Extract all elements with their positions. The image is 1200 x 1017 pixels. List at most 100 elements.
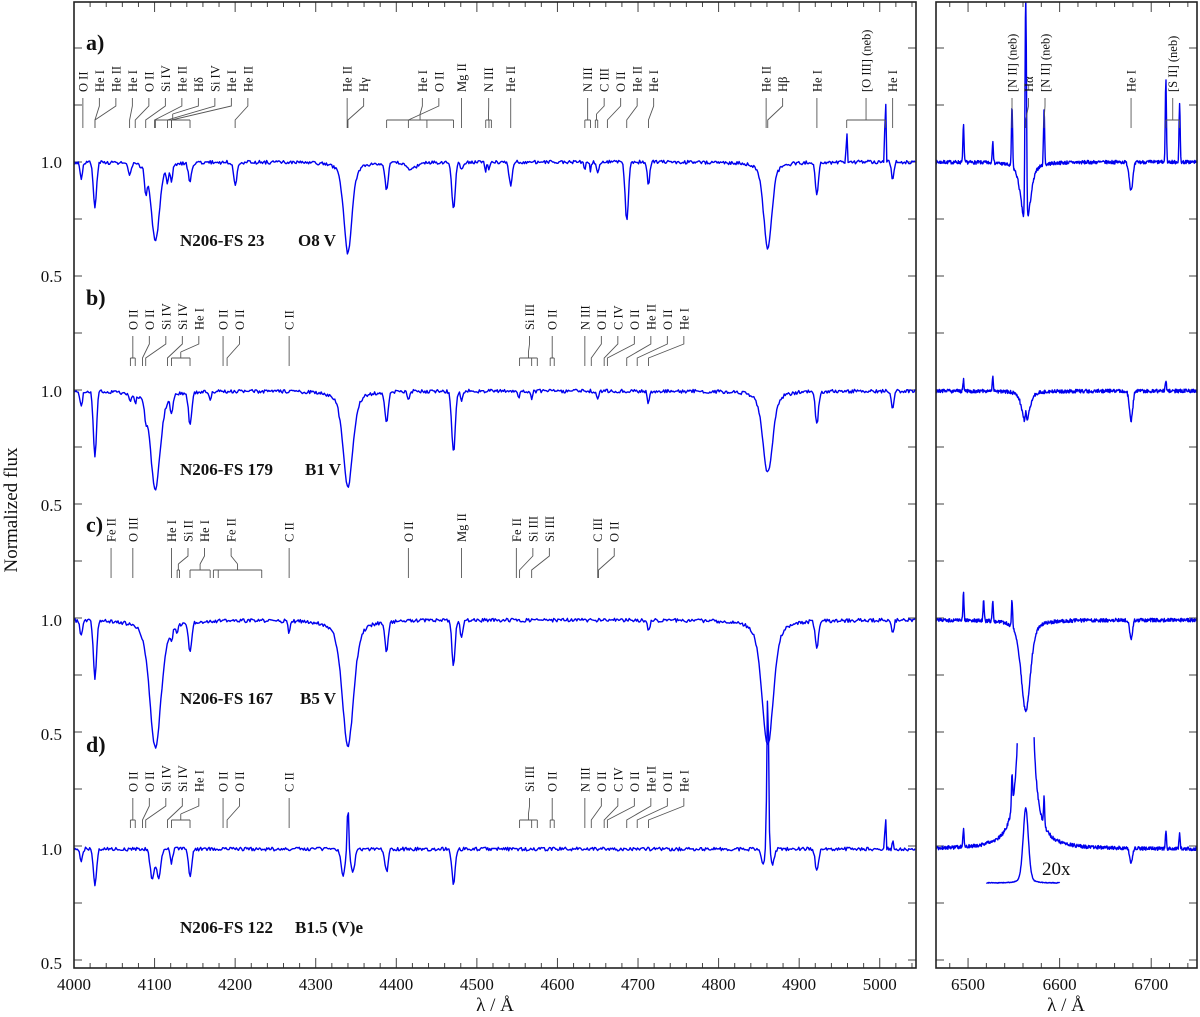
star-name: N206-FS 167 bbox=[180, 689, 274, 708]
line-id-label: O II bbox=[143, 772, 157, 792]
line-id-connector bbox=[648, 336, 685, 366]
line-id-label: [S II] (neb) bbox=[1166, 36, 1180, 92]
star-name: N206-FS 23 bbox=[180, 231, 265, 250]
line-id-connector bbox=[485, 98, 492, 128]
line-id-connector bbox=[171, 798, 200, 828]
line-id-label: He II bbox=[644, 766, 658, 792]
spectra-lines bbox=[74, 2, 1197, 887]
line-id-label: O II bbox=[661, 772, 675, 792]
line-id-label: O II bbox=[233, 310, 247, 330]
spectral-type: O8 V bbox=[298, 231, 337, 250]
line-id-connector bbox=[145, 336, 167, 366]
x-tick-label: 4900 bbox=[782, 975, 816, 994]
x-axis-label-red: λ / Å bbox=[1047, 995, 1085, 1016]
line-id-label: [N II] (neb) bbox=[1006, 34, 1020, 92]
line-id-label: He II bbox=[644, 304, 658, 330]
line-id-label: Si III bbox=[523, 304, 537, 330]
line-id-connector bbox=[129, 336, 136, 366]
line-id-label: Si IV bbox=[176, 765, 190, 792]
line-id-label: He II bbox=[631, 66, 645, 92]
line-id-connector bbox=[519, 548, 534, 578]
line-id-connector bbox=[386, 98, 454, 128]
spectrum-line bbox=[74, 700, 916, 887]
line-id-connector bbox=[407, 98, 440, 128]
line-id-label: O II bbox=[402, 522, 416, 542]
x-tick-label: 5000 bbox=[863, 975, 897, 994]
line-id-label: O II bbox=[143, 310, 157, 330]
line-id-label: He II bbox=[760, 66, 774, 92]
line-id-label: O II bbox=[546, 310, 560, 330]
line-id-label: O III bbox=[126, 517, 140, 542]
line-id-label: He I bbox=[677, 308, 691, 330]
line-id-connector bbox=[606, 336, 635, 366]
line-id-connector bbox=[626, 798, 652, 828]
line-id-label: [N II] (neb) bbox=[1039, 34, 1053, 92]
line-id-connector bbox=[167, 336, 183, 366]
line-id-connector bbox=[142, 798, 150, 828]
line-id-label: Si IV bbox=[176, 303, 190, 330]
x-tick-label: 4100 bbox=[138, 975, 172, 994]
line-id-connector bbox=[189, 548, 211, 578]
line-id-connector bbox=[606, 98, 622, 128]
y-tick-label: 1.0 bbox=[41, 382, 62, 401]
star-name: N206-FS 122 bbox=[180, 918, 273, 937]
y-tick-label: 1.0 bbox=[41, 840, 62, 859]
line-id-label: Mg II bbox=[455, 513, 469, 542]
line-id-label: Si III bbox=[543, 516, 557, 542]
line-id-label: O II bbox=[217, 310, 231, 330]
line-id-label: Fe II bbox=[510, 518, 524, 542]
y-axis-label: Normalized flux bbox=[1, 447, 22, 573]
panel-label: c) bbox=[86, 512, 103, 537]
line-id-connector bbox=[171, 336, 200, 366]
x-axis-label-blue: λ / Å bbox=[476, 995, 514, 1016]
line-id-label: He II bbox=[241, 66, 255, 92]
line-id-label: N III bbox=[581, 67, 595, 92]
line-id-label: Si IV bbox=[159, 765, 173, 792]
x-tick-label: 4400 bbox=[379, 975, 413, 994]
line-id-label: O II bbox=[628, 310, 642, 330]
y-tick-label: 0.5 bbox=[41, 267, 62, 286]
line-id-label: Mg II bbox=[455, 63, 469, 92]
line-id-connector bbox=[134, 98, 150, 128]
line-id-connector bbox=[584, 98, 591, 128]
line-id-label: C IV bbox=[611, 305, 625, 330]
line-id-label: O II bbox=[595, 310, 609, 330]
line-id-label: He I bbox=[165, 520, 179, 542]
line-id-label: Si IV bbox=[159, 65, 173, 92]
line-id-connector bbox=[626, 336, 652, 366]
line-id-label: He II bbox=[109, 66, 123, 92]
spectral-type: B1.5 (V)e bbox=[295, 918, 363, 937]
line-id-label: Fe II bbox=[105, 518, 119, 542]
spectrum-line bbox=[74, 617, 916, 749]
line-id-label: He I bbox=[126, 70, 140, 92]
line-id-connector bbox=[603, 336, 619, 366]
y-tick-label: 1.0 bbox=[41, 153, 62, 172]
line-id-connector bbox=[594, 98, 605, 128]
x-tick-label: 6500 bbox=[951, 975, 985, 994]
line-id-label: C II bbox=[283, 310, 297, 330]
line-id-label: O II bbox=[608, 522, 622, 542]
line-id-label: He I bbox=[93, 70, 107, 92]
line-id-connector bbox=[603, 798, 619, 828]
line-id-connector bbox=[590, 798, 602, 828]
line-id-connector bbox=[606, 798, 635, 828]
line-id-label: Si IV bbox=[208, 65, 222, 92]
line-id-connector bbox=[636, 798, 668, 828]
line-id-label: He I bbox=[677, 770, 691, 792]
line-id-label: C III bbox=[598, 68, 612, 92]
spectrum-line bbox=[936, 591, 1197, 713]
x-tick-label: 4500 bbox=[460, 975, 494, 994]
line-id-label: Hβ bbox=[776, 77, 790, 92]
inset-halpha-line bbox=[985, 807, 1061, 884]
line-id-connector bbox=[145, 798, 167, 828]
spectral-type: B1 V bbox=[305, 460, 342, 479]
line-id-connector bbox=[846, 98, 886, 128]
inset-scale-label: 20x bbox=[1042, 859, 1071, 880]
y-tick-label: 0.5 bbox=[41, 725, 62, 744]
line-id-label: He I bbox=[416, 70, 430, 92]
line-id-label: O II bbox=[432, 72, 446, 92]
line-id-label: O II bbox=[142, 72, 156, 92]
line-id-label: O II bbox=[595, 772, 609, 792]
line-id-label: Hα bbox=[1022, 76, 1036, 92]
